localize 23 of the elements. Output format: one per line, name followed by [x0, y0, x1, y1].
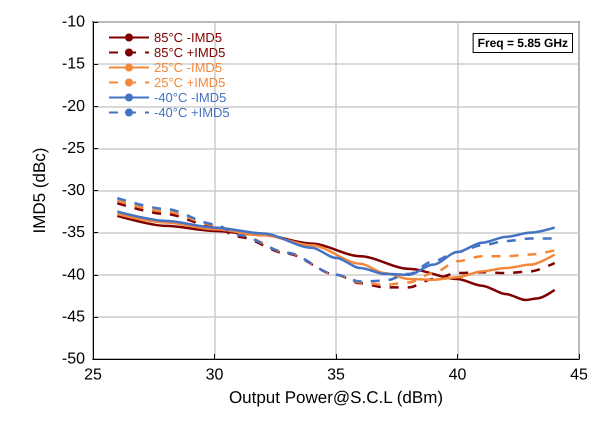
x-tick-label: 25 — [84, 366, 102, 384]
x-tick-label: 30 — [206, 366, 224, 384]
legend-label: -40°C +IMD5 — [154, 105, 230, 120]
y-tick-label: -40 — [62, 266, 86, 284]
y-tick-label: -20 — [62, 98, 86, 115]
y-tick-label: -30 — [62, 182, 86, 199]
y-tick-label: -15 — [62, 56, 86, 73]
y-tick-label: -35 — [62, 224, 86, 242]
x-tick-label: 40 — [448, 366, 466, 384]
y-tick-label: -25 — [62, 140, 86, 157]
y-tick-label: -50 — [62, 350, 86, 368]
legend-label: 85°C -IMD5 — [154, 30, 222, 45]
y-tick-label: -45 — [62, 308, 86, 326]
legend-label: 25°C -IMD5 — [154, 60, 222, 75]
legend-label: 25°C +IMD5 — [154, 75, 226, 90]
legend-label: -40°C -IMD5 — [154, 90, 226, 105]
annotation: Freq = 5.85 GHz — [478, 36, 568, 50]
legend-label: 85°C +IMD5 — [154, 45, 226, 60]
x-tick-label: 45 — [570, 366, 588, 384]
x-axis-title: Output Power@S.C.L (dBm) — [228, 388, 444, 407]
y-axis-title: IMD5 (dBc) — [30, 148, 49, 234]
x-tick-label: 35 — [327, 366, 345, 384]
y-tick-label: -10 — [62, 14, 86, 30]
